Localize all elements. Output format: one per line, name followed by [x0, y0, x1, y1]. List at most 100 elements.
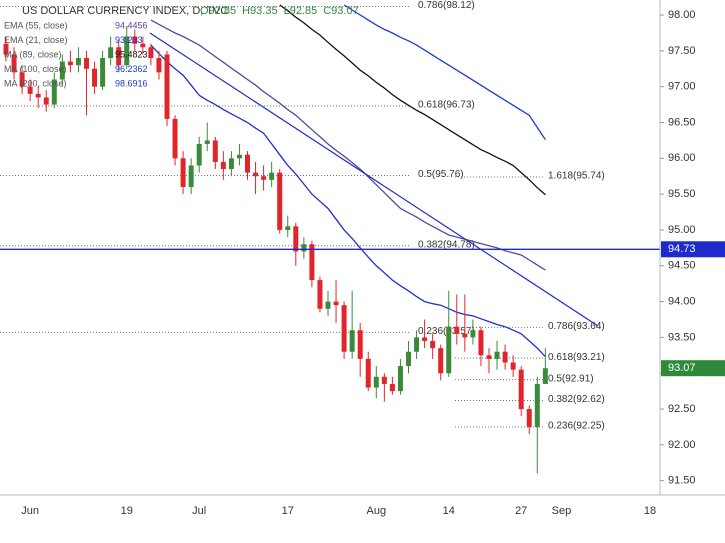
y-tick-label: 96.50	[668, 116, 696, 128]
candle-body	[269, 172, 275, 180]
candle-body	[317, 280, 323, 309]
candle-body	[478, 330, 484, 356]
candle-body	[261, 176, 267, 180]
candle-body	[212, 140, 218, 162]
x-tick-label: 14	[443, 505, 455, 517]
candle-body	[542, 368, 548, 384]
fib-label: 0.786(93.64)	[548, 321, 605, 332]
candle-body	[132, 36, 138, 44]
legend: EMA (55, close) 94.4456 EMA (21, close) 93.…	[4, 20, 148, 88]
candle-body	[462, 333, 468, 338]
candle-body	[180, 158, 186, 187]
x-tick-label: 19	[121, 505, 133, 517]
candle-body	[285, 226, 291, 230]
candle-body	[245, 154, 250, 173]
candle-body	[140, 43, 146, 48]
candle-body	[518, 369, 524, 410]
candle-body	[494, 351, 500, 359]
price-tag	[661, 241, 725, 258]
x-tick-label: Jul	[192, 505, 206, 517]
candle-body	[164, 54, 170, 119]
candle-body	[414, 337, 420, 352]
price-tag-label: 94.73	[668, 243, 696, 255]
candle-body	[349, 330, 355, 352]
candle-body	[430, 340, 436, 349]
candle-body	[293, 226, 299, 252]
legend-name: MA (200, close)	[4, 78, 67, 88]
candle-body	[526, 409, 532, 427]
y-tick-label: 97.50	[668, 45, 696, 57]
candle-body	[196, 143, 202, 166]
ma-line	[150, 44, 546, 358]
candle-body	[341, 305, 347, 352]
candle-body	[534, 383, 540, 427]
candle-body	[510, 362, 516, 370]
candle-body	[486, 355, 492, 359]
legend-value: 93.233	[115, 35, 143, 45]
candle-body	[188, 165, 194, 187]
candle-body	[220, 161, 226, 170]
candle-body	[470, 330, 476, 338]
candle-body	[381, 376, 387, 384]
candle-body	[454, 326, 460, 334]
candle-body	[389, 383, 395, 392]
candle-body	[59, 61, 65, 80]
candle-body	[51, 79, 57, 105]
candle-body	[156, 58, 162, 73]
candle-body	[502, 351, 508, 363]
candle-body	[27, 86, 33, 94]
candle-body	[446, 326, 452, 374]
fib-label: 0.618(93.21)	[548, 352, 605, 363]
x-tick-label: Aug	[367, 505, 387, 517]
candle-body	[406, 351, 411, 367]
fib-label: 0.5(95.76)	[418, 169, 464, 180]
fib-label: 0.786(98.12)	[418, 0, 475, 11]
candle-body	[204, 140, 210, 144]
x-tick-label: Jun	[21, 505, 39, 517]
candle-body	[373, 376, 379, 388]
candle-body	[357, 330, 363, 359]
x-tick-label: 27	[515, 505, 527, 517]
candles-layer	[3, 25, 548, 474]
candle-body	[67, 61, 73, 66]
fib-label: 0.236(92.25)	[548, 421, 605, 432]
chart-title: US DOLLAR CURRENCY INDEX, D, TVC	[22, 5, 228, 17]
candle-body	[3, 43, 9, 55]
candle-body	[228, 158, 234, 170]
candle-body	[11, 54, 17, 73]
candle-body	[172, 118, 178, 159]
legend-name: MA (100, close)	[4, 64, 67, 74]
legend-name: EMA (55, close)	[4, 20, 68, 30]
candle-body	[365, 358, 371, 388]
fib-label: 0.5(92.91)	[548, 373, 594, 384]
y-tick-label: 97.00	[668, 81, 696, 93]
candle-body	[333, 301, 339, 306]
candle-body	[236, 154, 242, 159]
candle-body	[438, 348, 444, 374]
price-tag-label: 93.07	[668, 362, 696, 374]
candle-body	[325, 301, 331, 309]
y-tick-label: 92.00	[668, 439, 696, 451]
candle-body	[277, 172, 283, 230]
candle-body	[35, 93, 41, 98]
candle-body	[124, 36, 130, 66]
ohlc-value: C93.07	[323, 5, 358, 17]
fib-label: 1.618(95.74)	[548, 171, 605, 182]
candle-body	[84, 58, 89, 69]
x-tick-label: 17	[282, 505, 294, 517]
ohlc-value: H93.35	[242, 5, 277, 17]
legend-value: 98.6916	[115, 78, 148, 88]
y-tick-label: 96.00	[668, 152, 696, 164]
lines-layer	[150, 4, 546, 358]
candle-body	[108, 47, 114, 59]
x-tick-label: 18	[644, 505, 656, 517]
ohlc-value: L92.85	[284, 5, 318, 17]
candle-body	[397, 366, 403, 392]
legend-value: 94.4456	[115, 20, 148, 30]
candle-body	[301, 244, 307, 252]
ohlc-header: O92.85 H93.35 L92.85 C93.07	[200, 5, 359, 17]
price-tag	[661, 360, 725, 377]
legend-value: 96.2362	[115, 64, 148, 74]
